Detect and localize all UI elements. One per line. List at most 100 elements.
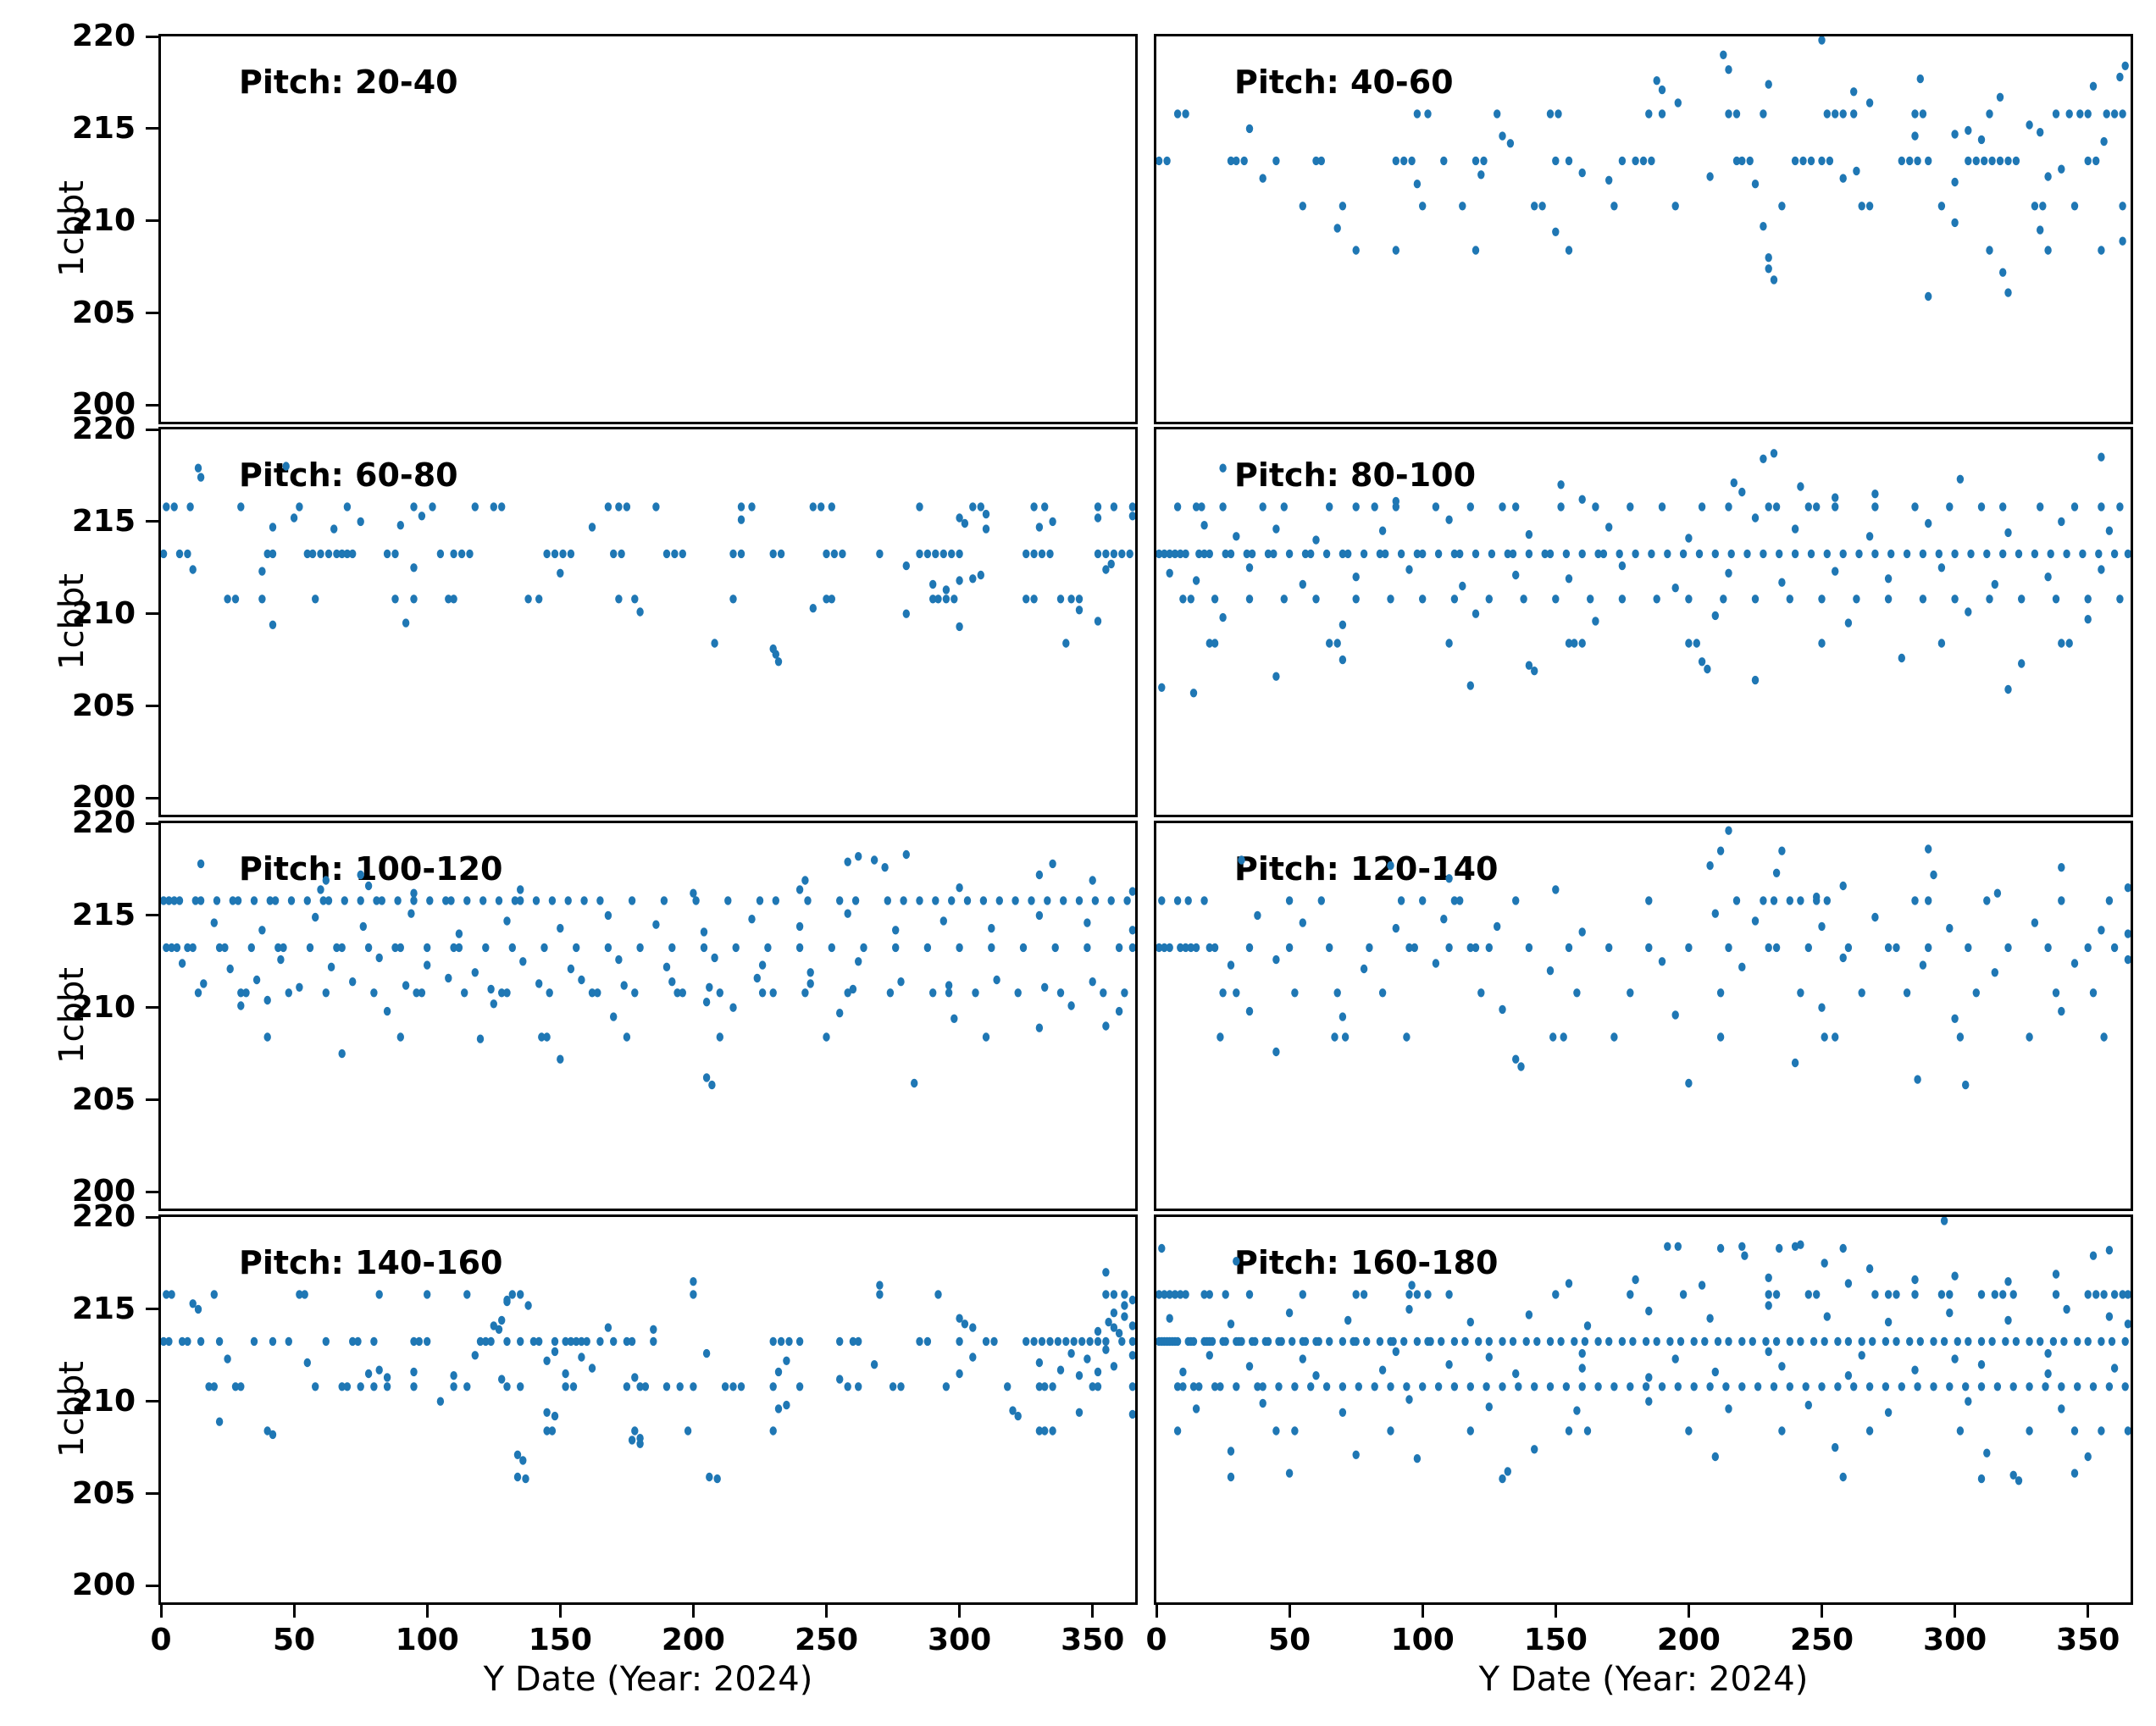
data-point — [1264, 549, 1272, 559]
data-point — [436, 549, 445, 559]
data-point — [364, 881, 373, 891]
data-point — [234, 896, 242, 905]
data-point — [977, 502, 984, 512]
data-point — [1217, 1032, 1224, 1042]
data-point — [1182, 1290, 1189, 1299]
data-point — [876, 1281, 884, 1290]
data-point — [1504, 549, 1511, 559]
data-point — [1466, 1382, 1474, 1391]
data-point — [1853, 595, 1860, 604]
data-point — [1299, 1290, 1306, 1299]
data-point — [1743, 549, 1751, 559]
data-point — [1387, 1426, 1394, 1436]
data-point — [929, 595, 937, 604]
data-point — [466, 549, 474, 559]
data-point — [1858, 1336, 1865, 1347]
data-point — [258, 926, 266, 935]
data-point — [1075, 1371, 1084, 1380]
data-point — [1991, 1290, 1998, 1299]
data-point — [1030, 595, 1038, 604]
data-point — [1844, 1371, 1853, 1380]
data-point — [1166, 568, 1173, 578]
data-point — [961, 518, 969, 528]
data-point — [450, 549, 457, 559]
data-point — [280, 943, 287, 953]
data-point — [1475, 1336, 1483, 1347]
data-point — [1732, 156, 1741, 166]
data-point — [2037, 128, 2044, 137]
scatter-canvas — [1156, 1217, 2131, 1485]
y-tick — [146, 705, 158, 708]
y-tick — [146, 1492, 158, 1496]
data-point — [165, 896, 173, 905]
data-point — [1400, 1336, 1408, 1347]
data-point — [2058, 1006, 2065, 1016]
data-point — [224, 1354, 231, 1364]
data-point — [1219, 988, 1227, 998]
data-point — [1738, 156, 1746, 166]
data-point — [184, 1336, 191, 1347]
data-point — [618, 549, 625, 559]
data-point — [303, 896, 311, 905]
data-point — [1128, 1336, 1135, 1347]
data-point — [1965, 125, 1972, 136]
data-point — [836, 896, 844, 905]
data-point — [1730, 478, 1738, 488]
data-point — [349, 1336, 357, 1347]
data-point — [969, 502, 977, 512]
data-point — [1823, 896, 1831, 905]
data-point — [1804, 502, 1812, 512]
data-point — [1578, 495, 1586, 504]
data-point — [1450, 549, 1459, 559]
data-point — [1813, 892, 1821, 902]
data-point — [189, 565, 197, 574]
data-point — [1937, 202, 1946, 211]
data-point — [1858, 202, 1865, 211]
data-point — [1884, 1290, 1893, 1299]
data-point — [1004, 1382, 1011, 1391]
data-point — [753, 973, 761, 983]
data-point — [631, 988, 639, 998]
x-tick — [1288, 1605, 1291, 1618]
data-point — [951, 1014, 958, 1023]
data-point — [269, 549, 277, 559]
data-point — [1925, 291, 1932, 301]
data-point — [706, 982, 713, 992]
x-tick — [558, 1605, 562, 1618]
data-point — [508, 943, 516, 953]
data-point — [1871, 490, 1879, 499]
data-point — [1722, 1382, 1730, 1391]
data-point — [1341, 1032, 1350, 1042]
data-point — [1312, 535, 1320, 545]
y-tick-label: 205 — [71, 1082, 136, 1117]
data-point — [963, 896, 972, 905]
data-point — [450, 1382, 457, 1391]
data-point — [1592, 502, 1599, 512]
data-point — [1778, 1362, 1786, 1371]
data-point — [383, 1382, 391, 1391]
data-point — [1110, 1362, 1118, 1371]
data-point — [1552, 156, 1560, 166]
data-point — [1882, 1336, 1890, 1347]
data-point — [540, 943, 548, 953]
data-point — [1477, 170, 1485, 180]
data-point — [916, 896, 923, 905]
data-point — [652, 502, 660, 512]
data-point — [424, 1336, 431, 1347]
data-point — [2015, 1476, 2023, 1485]
data-point — [1094, 1336, 1102, 1347]
data-point — [1594, 549, 1602, 559]
data-point — [1445, 943, 1453, 953]
data-point — [774, 657, 783, 667]
data-point — [1940, 1217, 1948, 1225]
data-point — [324, 896, 333, 905]
data-point — [1610, 202, 1618, 211]
data-point — [178, 1336, 186, 1347]
data-point — [1166, 1314, 1173, 1323]
data-point — [1445, 515, 1453, 524]
scatter-canvas — [161, 1268, 1135, 1484]
data-point — [1821, 1336, 1828, 1347]
data-point — [1685, 639, 1693, 648]
data-point — [1363, 1336, 1371, 1347]
data-point — [1776, 1243, 1783, 1253]
